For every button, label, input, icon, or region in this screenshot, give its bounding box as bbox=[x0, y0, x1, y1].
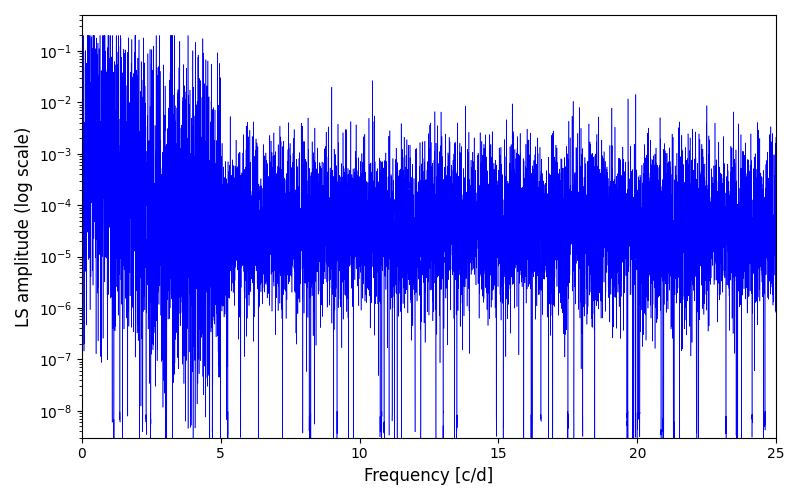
Y-axis label: LS amplitude (log scale): LS amplitude (log scale) bbox=[15, 126, 33, 326]
X-axis label: Frequency [c/d]: Frequency [c/d] bbox=[364, 467, 494, 485]
